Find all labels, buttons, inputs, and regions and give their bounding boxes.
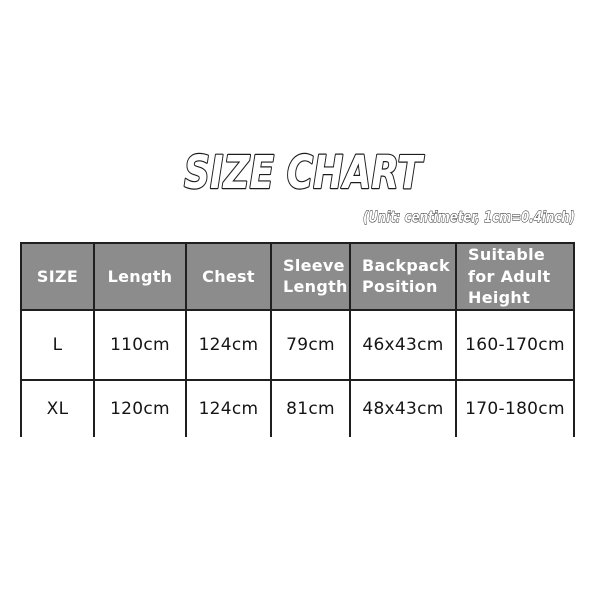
cell-l-size: L [20, 308, 95, 381]
title-graphic: SIZE CHART [183, 145, 426, 200]
cell-xl-chest: 124cm [185, 378, 272, 437]
col-header-length: Length [93, 242, 187, 311]
unit-note: (Unit: centimeter, 1cm=0.4inch) [363, 208, 575, 226]
size-table: SIZE Length Chest Sleeve Length Backpack… [20, 242, 575, 437]
cell-xl-suitable-height: 170-180cm [455, 378, 575, 437]
cell-l-chest: 124cm [185, 308, 272, 381]
table-row-l: L 110cm 124cm 79cm 46x43cm 160-170cm [20, 308, 575, 381]
col-header-chest: Chest [185, 242, 272, 311]
cell-xl-backpack-position: 48x43cm [349, 378, 457, 437]
cell-xl-sleeve-length: 81cm [270, 378, 351, 437]
page-title: SIZE CHART [184, 146, 425, 199]
col-header-suitable-height: Suitable for Adult Height [455, 242, 575, 311]
col-header-size: SIZE [20, 242, 95, 311]
cell-l-length: 110cm [93, 308, 187, 381]
col-header-backpack-position: Backpack Position [349, 242, 457, 311]
cell-xl-size: XL [20, 378, 95, 437]
header-row: SIZE Length Chest Sleeve Length Backpack… [20, 242, 575, 311]
table-row-xl: XL 120cm 124cm 81cm 48x43cm 170-180cm [20, 378, 575, 437]
cell-l-suitable-height: 160-170cm [455, 308, 575, 381]
cell-l-backpack-position: 46x43cm [349, 308, 457, 381]
col-header-sleeve-length: Sleeve Length [270, 242, 351, 311]
cell-xl-length: 120cm [93, 378, 187, 437]
unit-note-graphic: (Unit: centimeter, 1cm=0.4inch) [363, 208, 576, 227]
cell-l-sleeve-length: 79cm [270, 308, 351, 381]
